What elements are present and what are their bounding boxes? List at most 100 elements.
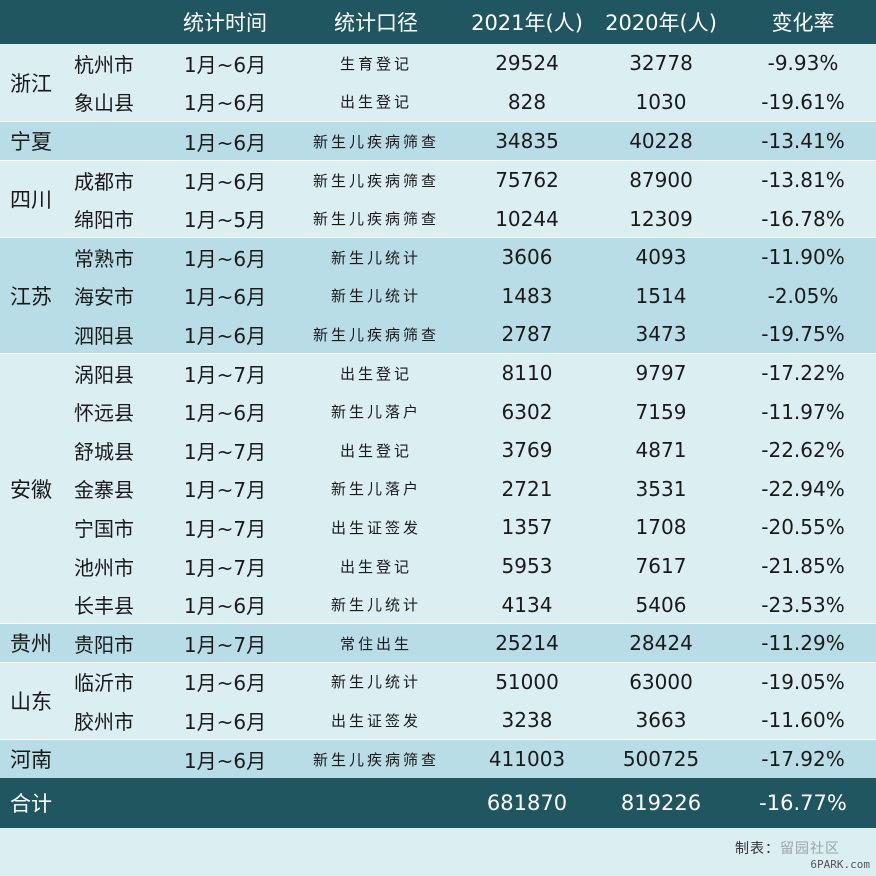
cell-city: 涡阳县 xyxy=(74,362,134,387)
cell-y2020: 4871 xyxy=(635,438,687,463)
footer-credit: 制表：留园社区 xyxy=(735,838,840,858)
cell-city: 舒城县 xyxy=(74,439,134,464)
cell-y2020: 1030 xyxy=(635,89,687,114)
cell-period: 1月~6月 xyxy=(183,709,267,734)
province-cell: 贵州 xyxy=(10,632,52,657)
total-2021: 681870 xyxy=(486,791,568,816)
table-row: 宁国市 1月~7月 出生证签发 1357 1708 -20.55% xyxy=(0,508,876,547)
cell-y2021: 5953 xyxy=(501,554,553,579)
cell-rate: -21.85% xyxy=(761,554,845,579)
cell-rate: -13.41% xyxy=(761,129,845,154)
cell-y2021: 8110 xyxy=(501,361,553,386)
table-row: 长丰县 1月~6月 新生儿统计 4134 5406 -23.53% xyxy=(0,585,876,624)
table-row: 临沂市 1月~6月 新生儿统计 51000 63000 -19.05% xyxy=(0,663,876,702)
cell-y2021: 4134 xyxy=(501,592,553,617)
header-period: 统计时间 xyxy=(183,11,267,35)
cell-y2020: 7617 xyxy=(635,554,687,579)
table-row: 涡阳县 1月~7月 出生登记 8110 9797 -17.22% xyxy=(0,354,876,393)
header-city xyxy=(64,0,154,44)
cell-period: 1月~7月 xyxy=(183,362,267,387)
cell-method: 新生儿疾病筛查 xyxy=(312,210,439,229)
province-cell: 浙江 xyxy=(10,71,52,96)
cell-rate: -22.62% xyxy=(761,438,845,463)
cell-method: 新生儿疾病筛查 xyxy=(312,750,439,769)
cell-city: 成都市 xyxy=(74,169,134,194)
cell-period: 1月~6月 xyxy=(183,169,267,194)
cell-method: 出生登记 xyxy=(339,364,412,383)
cell-y2021: 3606 xyxy=(501,245,553,270)
cell-y2020: 87900 xyxy=(629,168,693,193)
table-row: 绵阳市 1月~5月 新生儿疾病筛查 10244 12309 -16.78% xyxy=(0,199,876,238)
cell-rate: -11.90% xyxy=(761,245,845,270)
cell-city: 怀远县 xyxy=(74,401,134,426)
header-province xyxy=(0,0,62,44)
cell-y2021: 2787 xyxy=(501,322,553,347)
cell-rate: -23.53% xyxy=(761,592,845,617)
cell-y2020: 3531 xyxy=(635,476,687,501)
cell-period: 1月~6月 xyxy=(183,91,267,116)
cell-city: 宁国市 xyxy=(74,516,134,541)
cell-y2021: 29524 xyxy=(495,51,559,76)
table-row: 常熟市 1月~6月 新生儿统计 3606 4093 -11.90% xyxy=(0,238,876,277)
watermark-text: 留园社区 xyxy=(780,841,840,857)
table-header: 统计时间 统计口径 2021年(人) 2020年(人) 变化率 xyxy=(0,0,876,44)
cell-y2020: 32778 xyxy=(629,51,693,76)
table-row: 池州市 1月~7月 出生登记 5953 7617 -21.85% xyxy=(0,547,876,586)
cell-method: 新生儿落户 xyxy=(330,480,421,499)
cell-y2021: 1483 xyxy=(501,283,553,308)
cell-period: 1月~7月 xyxy=(183,478,267,503)
cell-city: 长丰县 xyxy=(74,594,134,619)
cell-period: 1月~6月 xyxy=(183,671,267,696)
cell-method: 新生儿统计 xyxy=(330,673,421,692)
cell-y2020: 1708 xyxy=(635,515,687,540)
cell-period: 1月~6月 xyxy=(183,748,267,773)
table-row: 怀远县 1月~6月 新生儿落户 6302 7159 -11.97% xyxy=(0,392,876,431)
cell-method: 生育登记 xyxy=(339,54,412,73)
cell-period: 1月~5月 xyxy=(183,208,267,233)
cell-city: 贵阳市 xyxy=(74,632,134,657)
cell-y2020: 9797 xyxy=(635,361,687,386)
cell-method: 新生儿疾病筛查 xyxy=(312,171,439,190)
header-2021: 2021年(人) xyxy=(471,11,583,35)
cell-city: 常熟市 xyxy=(74,246,134,271)
cell-rate: -19.61% xyxy=(761,89,845,114)
cell-city: 金寨县 xyxy=(74,478,134,503)
province-group: 宁夏 1月~6月 新生儿疾病筛查 34835 40228 -13.41% xyxy=(0,121,876,161)
cell-period: 1月~7月 xyxy=(183,516,267,541)
cell-y2021: 34835 xyxy=(495,129,559,154)
province-cell: 山东 xyxy=(10,690,52,715)
cell-y2021: 3769 xyxy=(501,438,553,463)
table-row: 贵阳市 1月~7月 常住出生 25214 28424 -11.29% xyxy=(0,624,876,663)
cell-y2020: 28424 xyxy=(629,631,693,656)
table-row: 胶州市 1月~6月 出生证签发 3238 3663 -11.60% xyxy=(0,701,876,740)
province-group: 河南 1月~6月 新生儿疾病筛查 411003 500725 -17.92% xyxy=(0,738,876,779)
cell-method: 新生儿统计 xyxy=(330,248,421,267)
cell-method: 新生儿疾病筛查 xyxy=(312,132,439,151)
province-cell: 安徽 xyxy=(10,477,52,502)
cell-city: 胶州市 xyxy=(74,709,134,734)
cell-period: 1月~6月 xyxy=(183,323,267,348)
total-row: 合计 681870 819226 -16.77% xyxy=(0,778,876,829)
cell-method: 新生儿落户 xyxy=(330,403,421,422)
credit-label: 制表： xyxy=(735,841,780,857)
cell-method: 出生证签发 xyxy=(330,711,421,730)
province-cell: 四川 xyxy=(10,188,52,213)
cell-rate: -9.93% xyxy=(767,51,839,76)
table-row: 象山县 1月~6月 出生登记 828 1030 -19.61% xyxy=(0,83,876,122)
table-row: 1月~6月 新生儿疾病筛查 34835 40228 -13.41% xyxy=(0,122,876,161)
cell-city: 绵阳市 xyxy=(74,208,134,233)
cell-city: 杭州市 xyxy=(74,52,134,77)
cell-y2021: 828 xyxy=(507,89,547,114)
cell-city xyxy=(64,122,154,161)
cell-method: 出生证签发 xyxy=(330,518,421,537)
cell-period: 1月~6月 xyxy=(183,285,267,310)
cell-city: 池州市 xyxy=(74,555,134,580)
cell-y2020: 3663 xyxy=(635,708,687,733)
cell-period: 1月~6月 xyxy=(183,246,267,271)
cell-method: 新生儿统计 xyxy=(330,596,421,615)
cell-y2021: 75762 xyxy=(495,168,559,193)
cell-city: 海安市 xyxy=(74,285,134,310)
cell-rate: -2.05% xyxy=(767,283,839,308)
header-rate: 变化率 xyxy=(771,11,835,35)
watermark-site: 6PARK.com xyxy=(810,858,870,871)
